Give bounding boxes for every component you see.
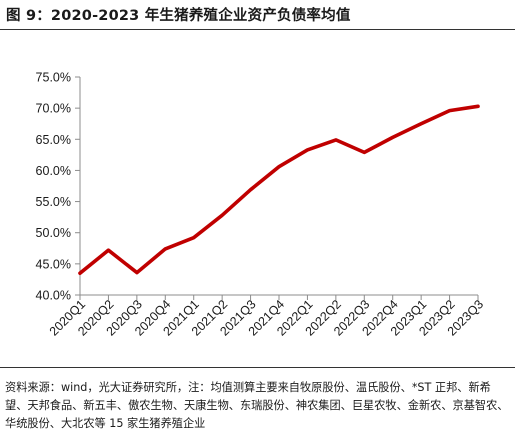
y-tick-label: 40.0% xyxy=(36,289,71,303)
series-line xyxy=(78,104,480,275)
y-tick-label: 45.0% xyxy=(36,257,71,271)
y-tick-label: 70.0% xyxy=(36,102,71,116)
y-tick-label: 50.0% xyxy=(36,226,71,240)
bottom-divider xyxy=(0,367,515,368)
y-tick-label: 65.0% xyxy=(36,133,71,147)
y-tick-label: 75.0% xyxy=(36,71,71,85)
source-note: 资料来源：wind，光大证券研究所，注：均值测算主要来自牧原股份、温氏股份、*S… xyxy=(5,381,509,430)
series-group xyxy=(78,104,480,275)
y-tick-label: 60.0% xyxy=(36,164,71,178)
y-axis: 40.0% 45.0% 50.0% 55.0% 60.0% 65.0% 70.0% 75.0% xyxy=(36,71,81,303)
y-tick-label: 55.0% xyxy=(36,195,71,209)
line-chart: 40.0% 45.0% 50.0% 55.0% 60.0% 65.0% 70.0% 75.0%… xyxy=(36,71,487,339)
x-axis: 2020Q12020Q22020Q32020Q42021Q12021Q22021… xyxy=(47,294,486,339)
top-divider xyxy=(0,29,515,30)
figure-title: 图 9：2020-2023 年生猪养殖企业资产负债率均值 xyxy=(6,8,351,24)
